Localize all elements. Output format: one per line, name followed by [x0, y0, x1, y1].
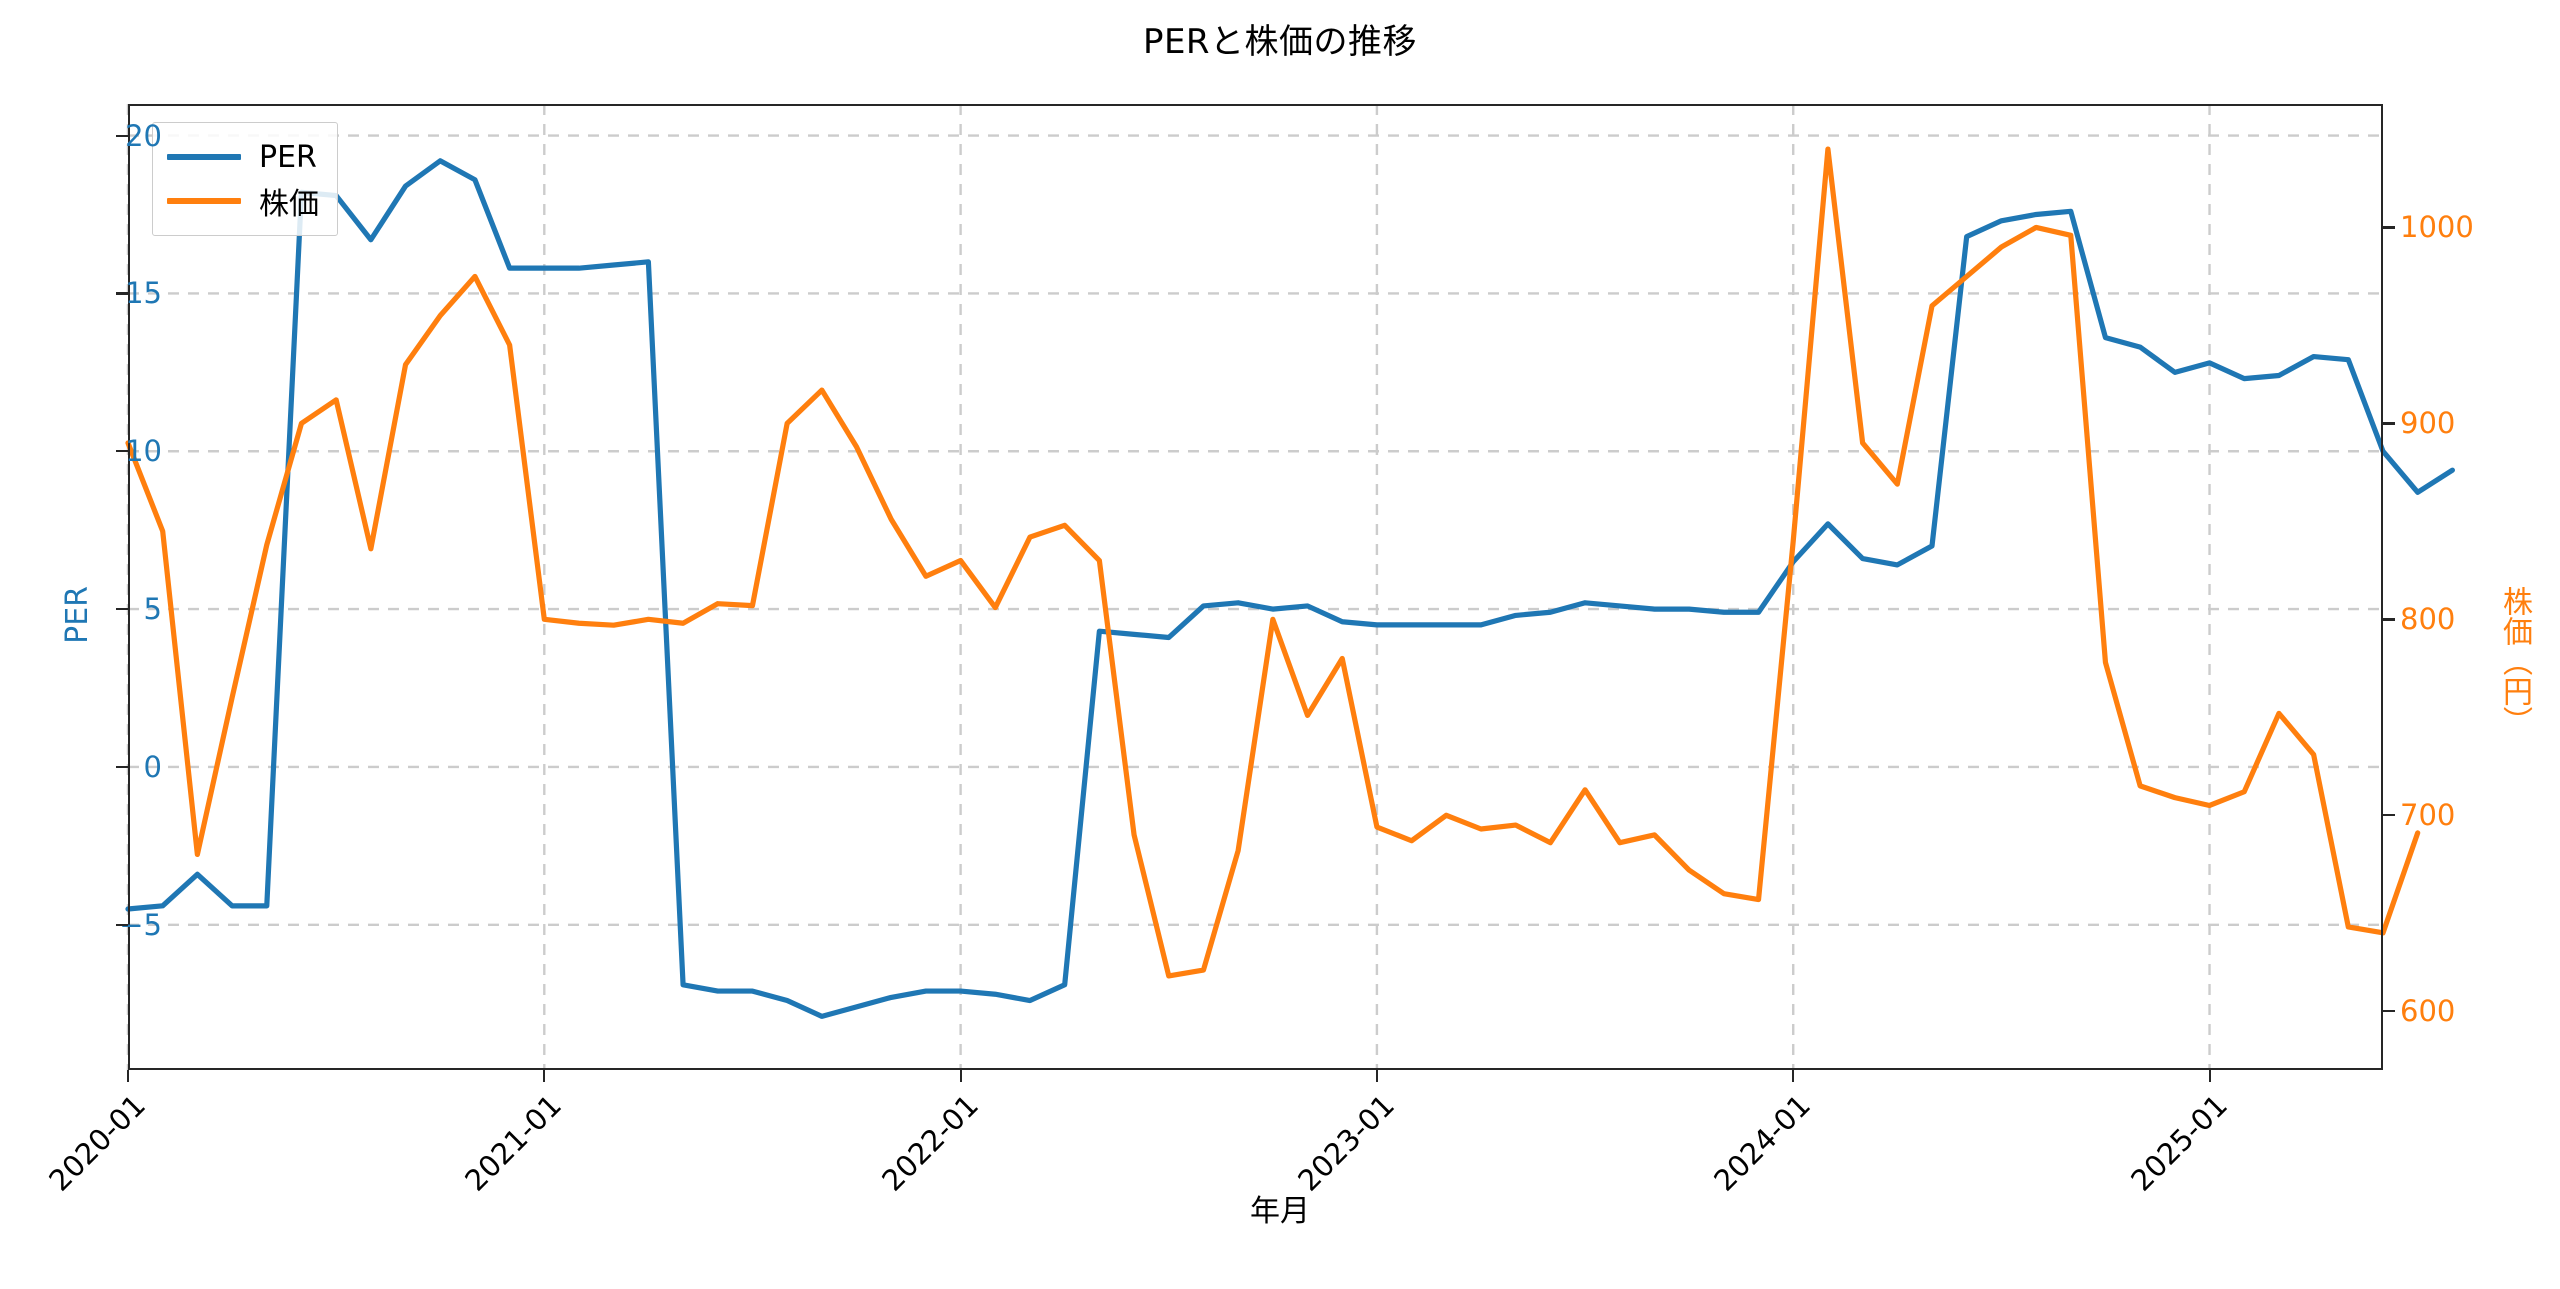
x-axis-tickmark: [543, 1070, 546, 1082]
y-axis-right-tickmark: [2383, 422, 2395, 425]
y-axis-right-tickmark: [2383, 226, 2395, 229]
y-axis-left-tickmark: [116, 292, 128, 295]
y-axis-right-tickmark: [2383, 814, 2395, 817]
y-axis-left-tick-5: 5: [143, 592, 162, 627]
y-axis-left-tickmark: [116, 765, 128, 769]
legend-label-per: PER: [259, 139, 317, 175]
y-axis-right-tick-800: 800: [2400, 602, 2456, 637]
y-axis-left-tick-20: 20: [125, 118, 162, 153]
y-axis-left-tickmark: [116, 134, 128, 137]
y-axis-left-tickmark: [116, 923, 128, 926]
y-axis-right-tick-600: 600: [2400, 994, 2456, 1029]
price-line: [125, 146, 2421, 979]
x-axis-tickmark: [959, 1070, 962, 1082]
legend-swatch-per: [167, 154, 241, 160]
x-axis-tickmark: [127, 1070, 130, 1082]
legend-item-per[interactable]: PER: [167, 135, 319, 179]
legend-label-price: 株価: [259, 187, 319, 222]
per-line: [125, 158, 2455, 1019]
y-axis-left-tick-10: 10: [125, 434, 162, 469]
y-axis-left-tick-0: 0: [143, 749, 162, 784]
y-axis-left-tickmark: [116, 450, 128, 453]
y-axis-left-tickmark: [116, 608, 128, 611]
x-axis-tickmark: [2208, 1070, 2211, 1082]
x-axis-tickmark: [1375, 1070, 1379, 1082]
series-lines: [125, 146, 2455, 1019]
x-axis-label: 年月: [1250, 1194, 1310, 1229]
legend-swatch-price: [167, 198, 241, 204]
y-axis-right-tickmark: [2383, 1010, 2395, 1013]
y-axis-right-tick-900: 900: [2400, 406, 2456, 441]
x-axis-tickmark: [1792, 1070, 1795, 1082]
y-axis-right-tickmark: [2383, 618, 2395, 621]
plot-area: [125, 104, 2455, 1070]
legend-item-price[interactable]: 株価: [167, 179, 319, 223]
y-axis-right-tick-700: 700: [2400, 798, 2456, 833]
chart-legend: PER 株価: [152, 122, 338, 236]
y-axis-left-tick-15: 15: [125, 276, 162, 311]
chart-title: PERと株価の推移: [1142, 22, 1418, 62]
y-axis-right-label: 株価（円）: [2497, 586, 2532, 736]
y-axis-left-tick--5: −5: [119, 907, 162, 942]
y-axis-right-tick-1000: 1000: [2400, 210, 2474, 245]
